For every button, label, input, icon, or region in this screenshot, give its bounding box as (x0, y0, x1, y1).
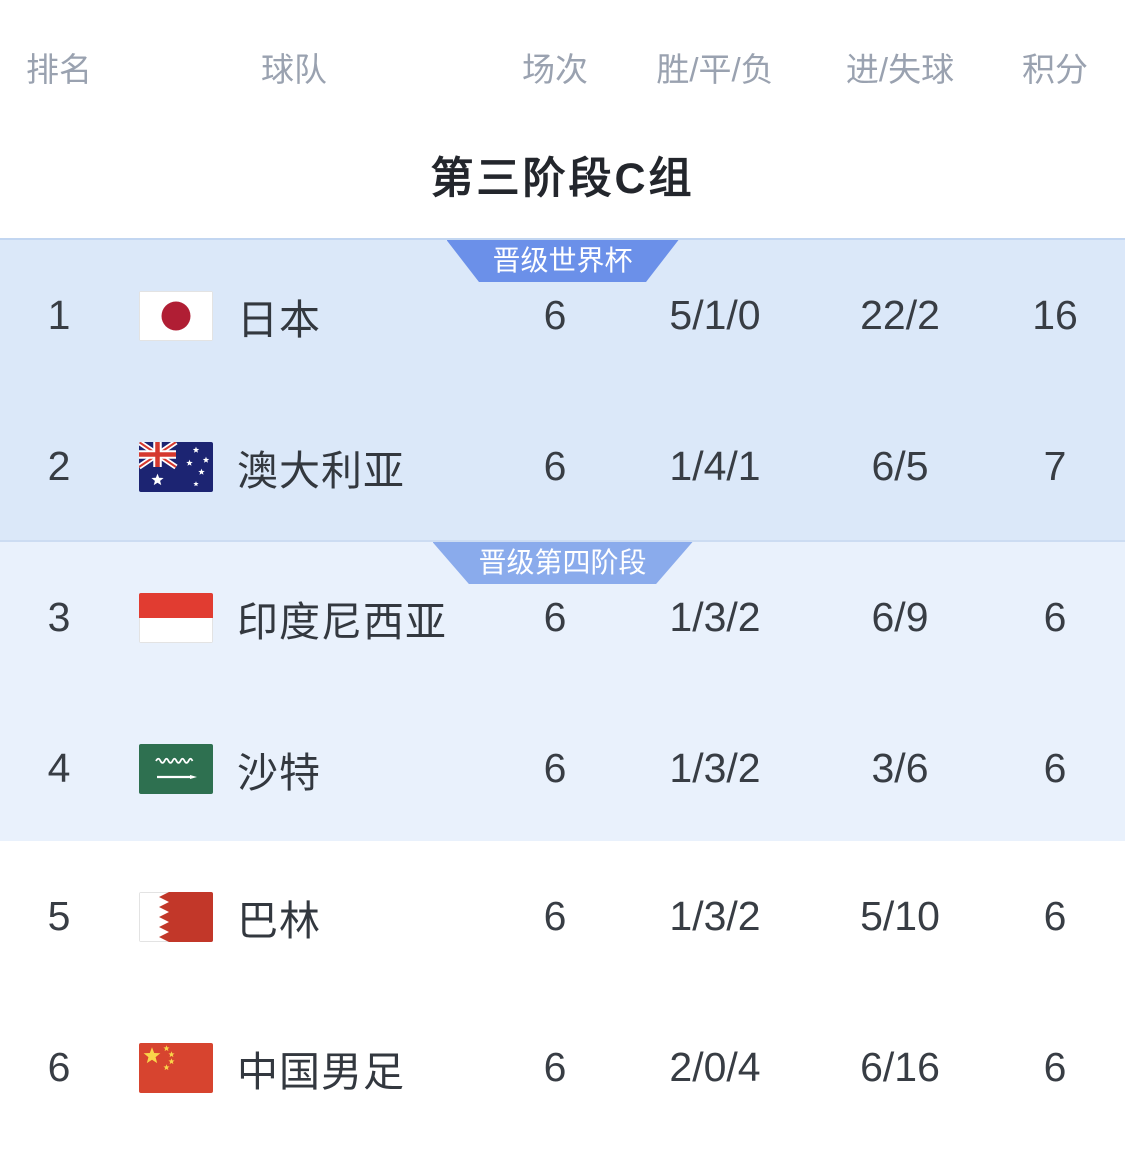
team-name: 沙特 (237, 749, 321, 796)
table-row-australia[interactable]: 2 澳大利亚 6 1/4/1 6/5 7 (0, 391, 1125, 542)
section-qualify-world-cup: 晋级世界杯 1 日本 6 5/1/0 22/2 16 2 (0, 238, 1125, 540)
points-value: 6 (1043, 594, 1067, 640)
column-header-points: 积分 (1022, 51, 1088, 88)
table-row-bahrain[interactable]: 5 巴林 6 1/3/2 5/10 6 (0, 841, 1125, 992)
rank-value: 3 (47, 594, 71, 640)
points-value: 6 (1043, 1044, 1067, 1090)
team-name: 澳大利亚 (237, 447, 405, 494)
wdl-value: 1/3/2 (669, 893, 761, 939)
points-value: 7 (1043, 443, 1067, 489)
column-header-team: 球队 (261, 51, 327, 88)
team-name: 日本 (237, 296, 321, 343)
saudi-arabia-flag-icon (139, 743, 213, 794)
wdl-value: 2/0/4 (669, 1044, 761, 1090)
section-eliminated: 5 巴林 6 1/3/2 5/10 6 6 中国男足 6 2/0/ (0, 841, 1125, 1161)
bahrain-flag-icon (139, 891, 213, 942)
played-value: 6 (543, 594, 567, 640)
indonesia-flag-icon (139, 592, 213, 643)
team-name: 巴林 (237, 897, 321, 944)
section-qualify-fourth-stage: 晋级第四阶段 3 印度尼西亚 6 1/3/2 6/9 6 4 沙特 6 1/3/… (0, 540, 1125, 841)
rank-value: 1 (47, 292, 71, 338)
goals-value: 5/10 (860, 893, 940, 939)
column-header-wdl: 胜/平/负 (656, 51, 774, 88)
australia-flag-icon (139, 441, 213, 492)
qualify-world-cup-badge: 晋级世界杯 (446, 240, 679, 282)
table-row-saudi-arabia[interactable]: 4 沙特 6 1/3/2 3/6 6 (0, 693, 1125, 844)
rank-value: 4 (47, 745, 71, 791)
goals-value: 6/16 (860, 1044, 940, 1090)
played-value: 6 (543, 893, 567, 939)
japan-flag-icon (139, 290, 213, 341)
points-value: 6 (1043, 745, 1067, 791)
table-row-japan[interactable]: 1 日本 6 5/1/0 22/2 16 (0, 240, 1125, 391)
played-value: 6 (543, 745, 567, 791)
wdl-value: 5/1/0 (669, 292, 761, 338)
points-value: 16 (1032, 292, 1078, 338)
rank-value: 2 (47, 443, 71, 489)
goals-value: 6/5 (871, 443, 929, 489)
group-title: 第三阶段C组 (430, 155, 695, 203)
goals-value: 22/2 (860, 292, 940, 338)
table-row-china[interactable]: 6 中国男足 6 2/0/4 6/16 6 (0, 992, 1125, 1143)
column-header-goals: 进/失球 (845, 51, 955, 88)
column-header-played: 场次 (522, 51, 588, 88)
table-row-indonesia[interactable]: 3 印度尼西亚 6 1/3/2 6/9 6 (0, 542, 1125, 693)
team-name: 中国男足 (237, 1048, 405, 1095)
goals-value: 3/6 (871, 745, 929, 791)
wdl-value: 1/3/2 (669, 745, 761, 791)
team-name: 印度尼西亚 (237, 598, 447, 645)
goals-value: 6/9 (871, 594, 929, 640)
column-header-rank: 排名 (26, 51, 92, 88)
rank-value: 5 (47, 893, 71, 939)
china-flag-icon (139, 1042, 213, 1093)
wdl-value: 1/3/2 (669, 594, 761, 640)
played-value: 6 (543, 1044, 567, 1090)
played-value: 6 (543, 292, 567, 338)
rank-value: 6 (47, 1044, 71, 1090)
qualify-fourth-stage-badge: 晋级第四阶段 (432, 542, 693, 584)
points-value: 6 (1043, 893, 1067, 939)
played-value: 6 (543, 443, 567, 489)
wdl-value: 1/4/1 (669, 443, 761, 489)
standings-column-header: 排名 球队 场次 胜/平/负 进/失球 积分 (0, 0, 1125, 112)
